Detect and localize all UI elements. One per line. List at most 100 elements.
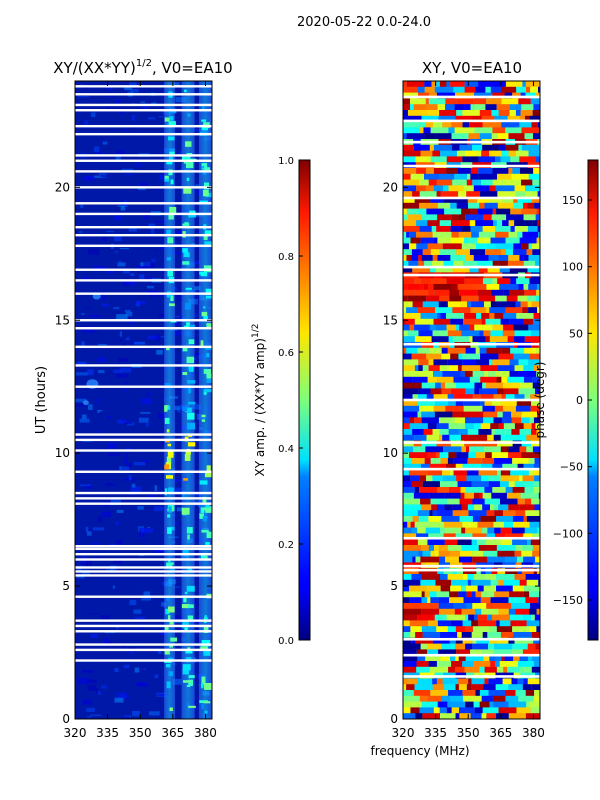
phase-texture-cell — [522, 307, 529, 314]
phase-texture-cell — [512, 585, 525, 592]
phase-texture-cell — [470, 226, 483, 233]
phase-texture-cell — [494, 313, 504, 320]
phase-texture-cell — [465, 701, 474, 708]
phase-texture-cell — [472, 179, 482, 186]
phase-texture-cell — [528, 359, 540, 366]
phase-texture-cell — [412, 376, 428, 384]
phase-texture-cell — [477, 289, 492, 297]
phase-texture-cell — [455, 400, 464, 407]
phase-texture-cell — [482, 226, 496, 233]
phase-texture-cell — [524, 487, 534, 494]
phase-texture-cell — [451, 643, 455, 650]
phase-texture-cell — [523, 318, 533, 326]
amplitude-texture-cell — [116, 150, 125, 156]
phase-texture-cell — [403, 446, 414, 453]
phase-texture-cell — [456, 202, 469, 210]
phase-texture-cell — [458, 365, 462, 372]
phase-texture-cell — [425, 655, 441, 662]
phase-texture-cell — [486, 284, 500, 291]
amplitude-y-tick-label: 0 — [62, 712, 70, 726]
phase-texture-cell — [467, 579, 471, 587]
phase-texture-cell — [446, 313, 465, 320]
phase-texture-cell — [537, 411, 540, 418]
phase-texture-cell — [478, 620, 497, 627]
amplitude-texture-cell — [194, 313, 198, 318]
amplitude-texture-cell — [194, 492, 202, 497]
phase-texture-cell — [403, 220, 417, 227]
phase-texture-cell — [478, 295, 496, 302]
phase-texture-cell — [503, 666, 508, 674]
phase-texture-cell — [512, 168, 520, 175]
phase-texture-cell — [481, 179, 493, 186]
phase-texture-cell — [458, 655, 466, 662]
amplitude-band-cell — [204, 230, 212, 236]
amplitude-panel-title: XY/(XX*YY)1/2, V0=EA10 — [53, 58, 232, 77]
phase-texture-cell — [482, 144, 500, 152]
phase-texture-cell — [500, 469, 511, 476]
phase-texture-cell — [524, 115, 530, 123]
amplitude-band-cell — [167, 487, 174, 493]
phase-texture-cell — [532, 550, 540, 558]
phase-texture-cell — [403, 452, 410, 459]
phase-texture-cell — [526, 701, 530, 708]
phase-texture-cell — [445, 556, 459, 563]
phase-texture-cell — [415, 156, 431, 163]
amplitude-band-cell — [185, 450, 191, 455]
phase-texture-cell — [489, 307, 506, 314]
phase-texture-cell — [505, 695, 519, 703]
phase-texture-cell — [529, 278, 540, 285]
amplitude-band-cell — [167, 615, 171, 622]
amplitude-band-cell — [202, 496, 207, 503]
phase-texture-cell — [418, 516, 429, 523]
phase-texture-cell — [512, 516, 524, 523]
amplitude-texture-cell — [114, 251, 119, 253]
phase-texture-cell — [480, 423, 491, 430]
phase-texture-cell — [403, 527, 412, 534]
phase-texture-cell — [453, 260, 464, 268]
phase-texture-cell — [469, 324, 475, 331]
phase-texture-cell — [430, 127, 449, 134]
amplitude-band-cell — [164, 117, 170, 122]
amplitude-band-cell — [181, 156, 191, 161]
phase-texture-cell — [412, 394, 419, 401]
amplitude-gap-line — [75, 624, 212, 628]
amplitude-texture-cell — [107, 270, 114, 274]
phase-texture-cell — [414, 336, 432, 343]
phase-texture-cell — [432, 429, 440, 436]
phase-texture-cell — [410, 475, 420, 482]
phase-texture-cell — [468, 452, 476, 459]
phase-texture-cell — [459, 498, 473, 505]
phase-texture-cell — [472, 371, 485, 378]
amplitude-band-cell — [202, 171, 207, 175]
phase-texture-cell — [517, 295, 528, 302]
phase-texture-cell — [478, 168, 493, 175]
phase-texture-cell — [403, 510, 418, 517]
phase-texture-cell — [471, 678, 485, 685]
phase-texture-cell — [473, 701, 480, 708]
phase-texture-cell — [462, 359, 476, 366]
amplitude-band-cell — [186, 585, 195, 592]
phase-texture-cell — [414, 289, 429, 297]
amplitude-y-tick-label: 5 — [62, 579, 70, 593]
phase-texture-cell — [438, 417, 455, 424]
amplitude-gap-line — [75, 385, 212, 388]
amplitude-texture-cell — [125, 337, 130, 341]
phase-texture-cell — [403, 156, 416, 163]
phase-texture-cell — [480, 400, 485, 407]
amplitude-texture-cell — [135, 301, 146, 305]
phase-texture-cell — [533, 365, 540, 372]
phase-texture-cell — [528, 324, 540, 331]
phase-texture-cell — [444, 539, 458, 546]
amplitude-texture-cell — [88, 529, 95, 531]
phase-texture-cell — [403, 347, 407, 355]
phase-texture-cell — [414, 365, 419, 372]
phase-texture-cell — [525, 510, 540, 517]
phase-texture-cell — [494, 591, 510, 598]
amplitude-band-cell — [182, 620, 189, 628]
amplitude-texture-cell — [128, 227, 137, 232]
phase-texture-cell — [449, 597, 464, 604]
phase-texture-cell — [483, 330, 491, 337]
phase-texture-cell — [489, 504, 494, 511]
phase-texture-cell — [461, 632, 472, 639]
phase-texture-cell — [431, 81, 437, 88]
